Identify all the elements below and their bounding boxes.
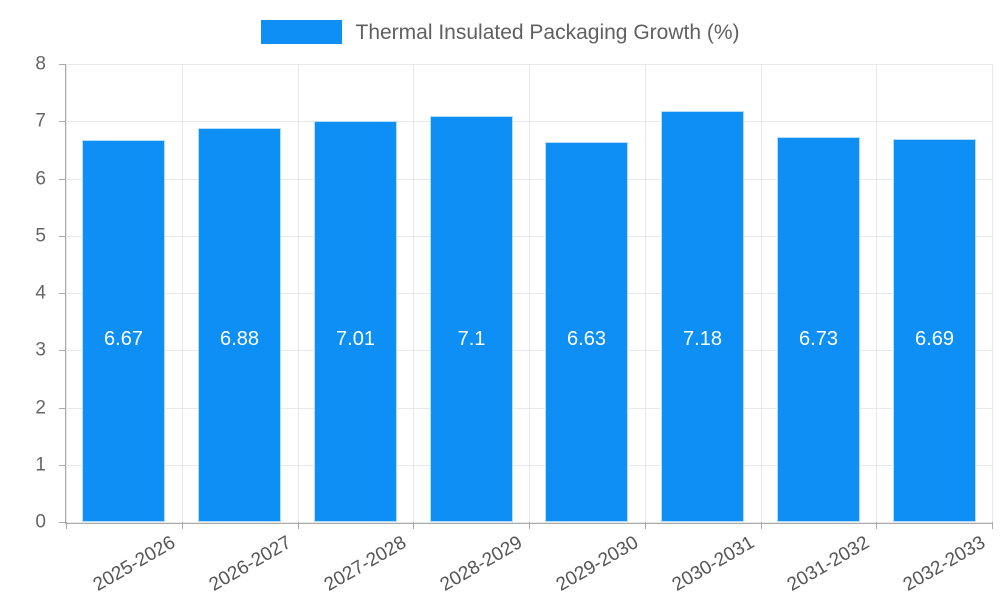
x-gridline (413, 64, 414, 522)
y-axis-tick-label: 8 (35, 53, 46, 75)
bar-value-label: 6.67 (104, 328, 143, 350)
x-tick-mark (66, 522, 67, 529)
bar[interactable]: 6.63 (545, 142, 628, 522)
y-tick-mark (59, 178, 66, 180)
x-axis-tick-label: 2031-2032 (784, 532, 874, 596)
legend-swatch-thermal-insulated-packaging-growth[interactable] (260, 20, 342, 44)
x-axis-tick-label: 2028-2029 (436, 532, 527, 596)
bar[interactable]: 7.1 (430, 116, 513, 522)
bar[interactable]: 6.73 (777, 137, 860, 522)
bar-value-label: 6.63 (567, 328, 606, 350)
legend-label-thermal-insulated-packaging-growth: Thermal Insulated Packaging Growth (%) (355, 20, 740, 44)
chart-legend: Thermal Insulated Packaging Growth (%) (0, 12, 1000, 52)
x-gridline (992, 64, 993, 522)
bar-value-label: 7.18 (683, 328, 722, 350)
y-tick-mark (59, 350, 66, 352)
x-tick-mark (529, 522, 530, 529)
y-tick-mark (59, 407, 66, 409)
y-axis-tick-label: 2 (35, 397, 46, 418)
y-axis-tick-label: 7 (35, 110, 46, 132)
x-axis-tick-label: 2030-2031 (668, 532, 758, 596)
x-axis-tick-label: 2027-2028 (321, 532, 411, 596)
x-tick-mark (992, 522, 993, 529)
y-tick-mark (59, 464, 66, 466)
x-axis-tick-label: 2029-2030 (552, 532, 642, 596)
bar-value-label: 7.1 (457, 328, 486, 350)
x-gridline (761, 64, 762, 522)
plot-area: 0 1 2 3 4 5 6 7 8 6.67 6.88 7.01 7.1 6.63 7.18 6.73 6.69 (35, 55, 993, 532)
y-axis-tick-label: 0 (35, 511, 46, 533)
y-tick-mark (59, 522, 66, 523)
y-axis-tick-label: 1 (35, 454, 46, 476)
y-axis-tick-label: 4 (35, 282, 46, 304)
x-gridline (66, 64, 67, 522)
x-tick-mark (761, 522, 762, 529)
x-tick-mark (645, 522, 646, 529)
y-tick-mark (59, 293, 66, 294)
bar-value-label: 7.01 (336, 328, 375, 350)
bar[interactable]: 7.01 (314, 121, 397, 522)
bar[interactable]: 7.18 (661, 111, 744, 522)
x-gridline (182, 64, 183, 522)
y-axis-tick-label: 3 (35, 339, 46, 361)
y-tick-mark (59, 64, 66, 65)
y-axis-tick-label: 5 (35, 225, 46, 247)
y-tick-mark (59, 121, 66, 123)
x-tick-mark (182, 522, 183, 529)
x-gridline (645, 64, 646, 522)
y-tick-mark (59, 235, 66, 237)
x-tick-mark (876, 522, 877, 529)
x-axis-tick-label: 2026-2027 (205, 532, 295, 596)
y-axis-tick-label: 6 (35, 168, 46, 189)
x-gridline (529, 64, 530, 522)
x-tick-mark (413, 522, 414, 529)
bar-value-label: 6.69 (915, 328, 954, 350)
bar-value-label: 6.88 (220, 328, 259, 350)
x-gridline (298, 64, 299, 522)
bar[interactable]: 6.67 (82, 140, 165, 522)
bar[interactable]: 6.88 (198, 128, 281, 522)
x-gridline (876, 64, 877, 522)
bar-value-label: 6.73 (799, 328, 838, 350)
bar[interactable]: 6.69 (893, 139, 976, 522)
x-axis-tick-label: 2025-2026 (89, 532, 179, 596)
x-axis-tick-label: 2032-2033 (899, 532, 990, 596)
x-tick-mark (298, 522, 299, 529)
